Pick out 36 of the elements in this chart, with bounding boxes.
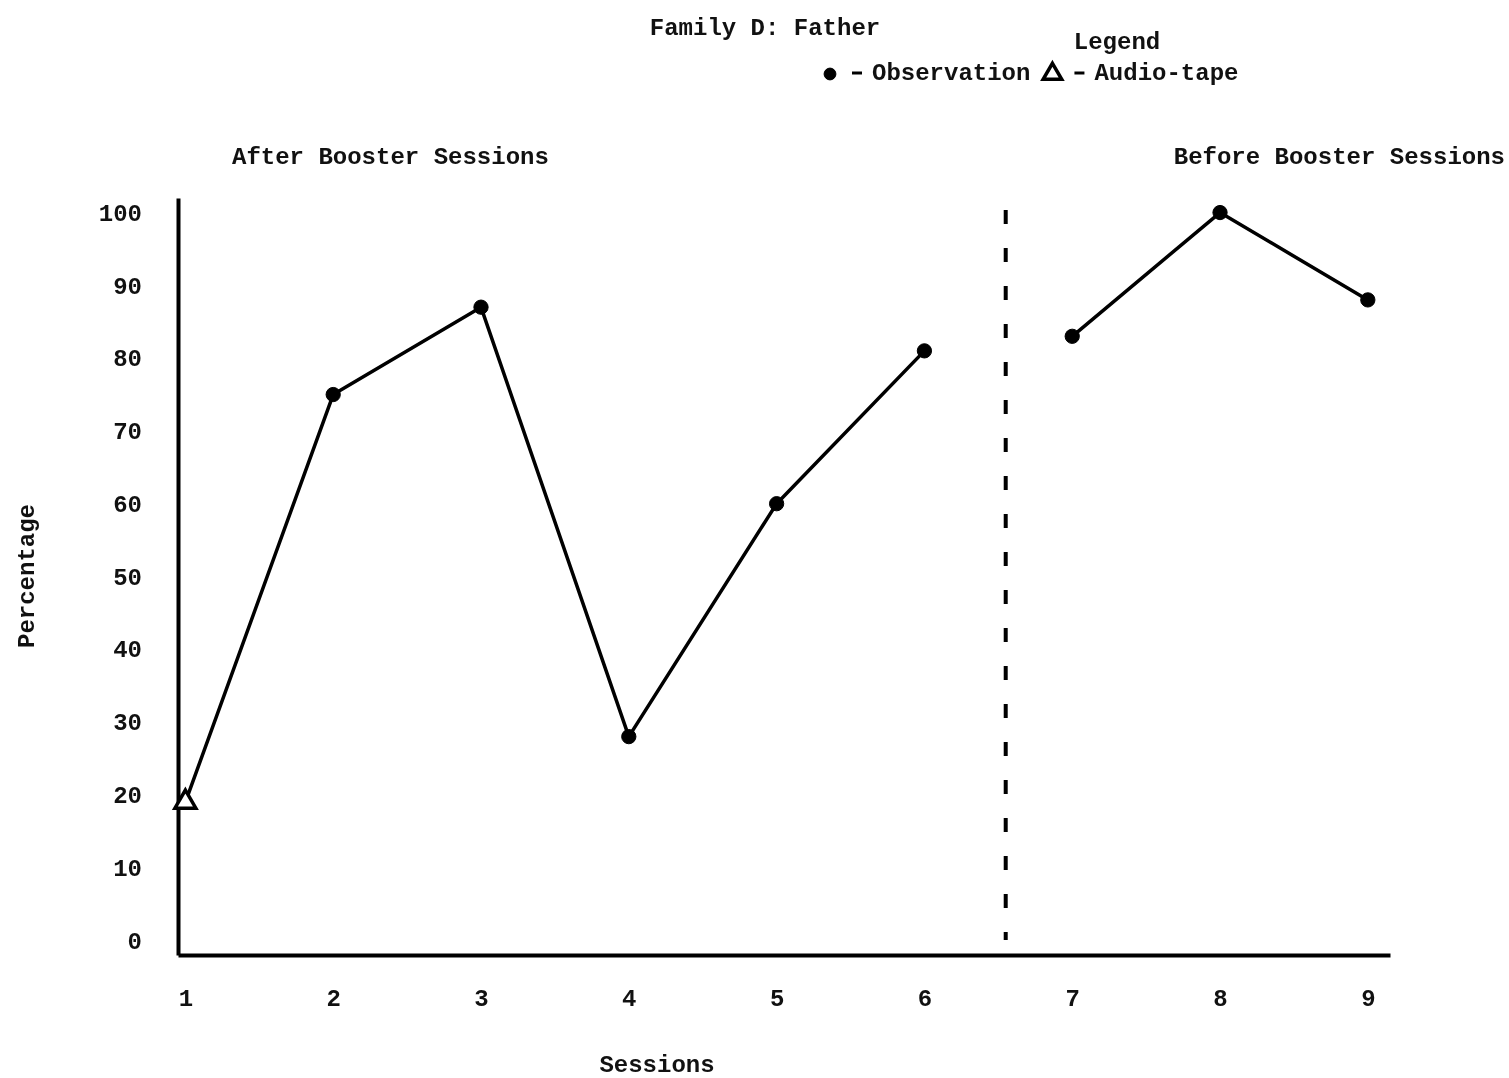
y-tick-label: 80 [113,346,142,374]
y-tick-label: 60 [113,491,142,519]
legend-label: Observation [872,60,1031,87]
point [325,386,341,403]
y-tick-label: 0 [127,928,142,956]
y-tick-label: 40 [113,637,142,665]
point [621,729,637,745]
x-tick-label: 5 [769,986,785,1014]
chart-title: Family D: Father [649,15,881,42]
y-tick-label: 50 [113,564,142,592]
legend-label: Audio-tape [1094,60,1239,87]
point [768,496,785,512]
y-tick-label: 100 [98,200,142,228]
text: After Booster Sessions [232,144,549,171]
x-tick-label: 2 [326,986,341,1014]
x-tick-label: 7 [1065,986,1080,1014]
x-axis-title: Sessions [599,1052,715,1078]
x-tick-label: 3 [474,986,489,1014]
x-tick-label: 4 [622,986,637,1014]
x-tick-label: 9 [1361,986,1376,1014]
point [1212,204,1228,221]
legend-title: Legend [1073,29,1161,56]
x-tick-label: 8 [1213,986,1228,1014]
y-tick-label: 30 [113,710,142,738]
x-tick-label: 6 [917,986,933,1014]
x-tick-label: 1 [178,986,194,1014]
point [916,343,933,359]
y-tick-label: 20 [113,783,142,811]
y-tick-label: 10 [113,855,142,883]
text: Before Booster Sessions [1173,144,1505,171]
point [1064,328,1080,344]
point [1360,292,1376,308]
y-tick-label: 70 [113,419,142,447]
y-tick-label: 90 [113,273,142,301]
y-axis-title: Percentage [14,503,41,649]
point [473,299,489,315]
